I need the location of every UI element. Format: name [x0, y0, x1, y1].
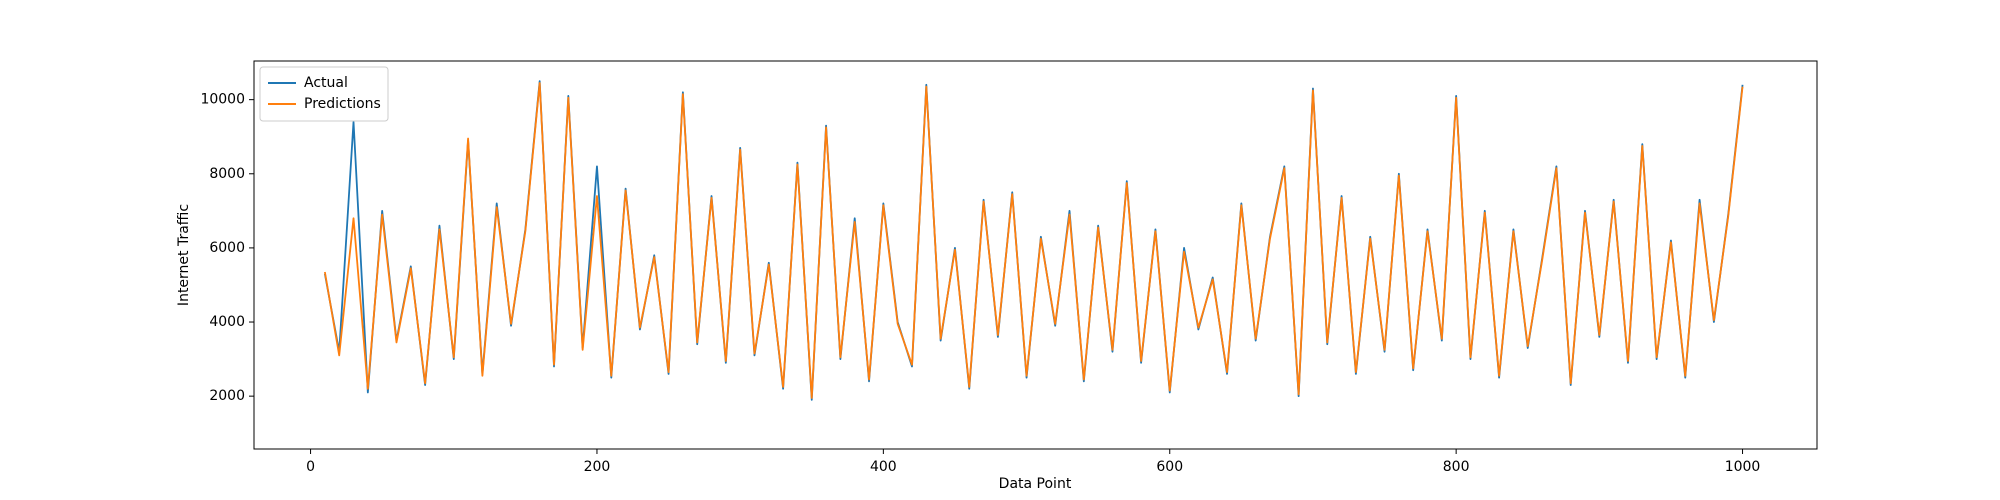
x-tick-label: 600 — [1156, 459, 1183, 475]
y-axis-label: Internet Traffic — [176, 204, 192, 306]
x-tick-label: 400 — [870, 459, 897, 475]
y-tick-label: 4000 — [209, 314, 245, 330]
plot-frame — [253, 60, 1818, 450]
y-tick-label: 6000 — [209, 240, 245, 256]
legend-label: Predictions — [304, 96, 381, 112]
y-tick-label: 10000 — [200, 92, 245, 108]
x-tick-label: 200 — [584, 459, 611, 475]
legend: Actual Predictions — [259, 66, 389, 122]
legend-label: Actual — [304, 75, 348, 91]
x-tick-label: 0 — [306, 459, 315, 475]
x-axis-label: Data Point — [999, 476, 1072, 492]
x-tick-label: 1000 — [1725, 459, 1761, 475]
x-tick-label: 800 — [1443, 459, 1470, 475]
y-tick-label: 8000 — [209, 166, 245, 182]
y-tick-label: 2000 — [209, 388, 245, 404]
legend-box — [259, 66, 389, 122]
line-series — [323, 82, 1744, 399]
line-series — [323, 80, 1744, 401]
